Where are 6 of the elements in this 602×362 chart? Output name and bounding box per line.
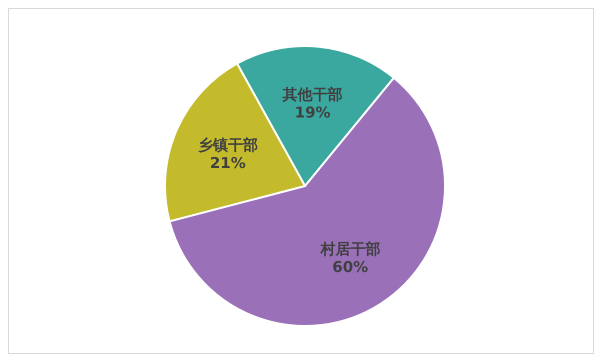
data-label: 19% [294, 103, 331, 122]
slice-label: 其他干部 [282, 85, 343, 104]
slice-label: 乡镇干部 [198, 136, 258, 154]
slice-label: 村居干部 [319, 240, 380, 258]
data-label: 60% [332, 258, 368, 276]
data-label: 21% [210, 154, 246, 172]
